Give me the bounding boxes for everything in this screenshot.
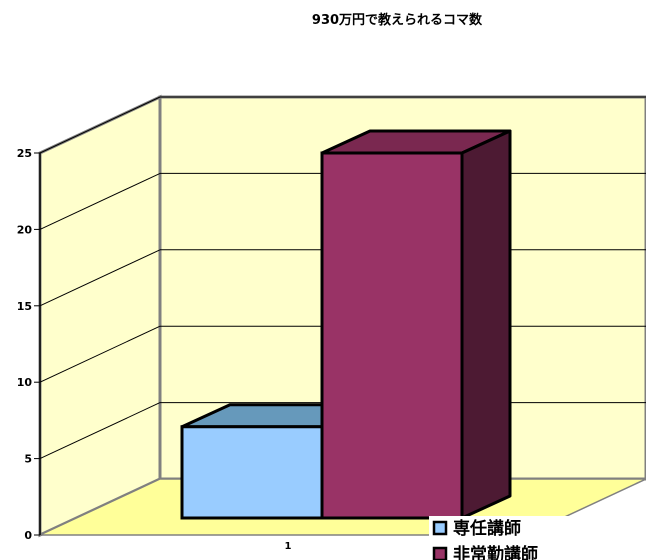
legend-box <box>429 516 646 560</box>
bar-front <box>180 425 324 520</box>
gridline-side <box>39 249 161 307</box>
side-wall <box>38 94 162 538</box>
y-tick-label: 5 <box>24 453 32 466</box>
y-tick-label: 0 <box>24 529 32 542</box>
gridline-side <box>39 96 161 154</box>
y-tick-label: 20 <box>17 223 33 236</box>
legend-swatch <box>432 546 448 560</box>
gridline-side <box>39 325 161 383</box>
legend-entry: 専任講師 <box>453 518 521 539</box>
bar-side <box>460 129 512 520</box>
bar-2 <box>320 129 512 520</box>
bar-front <box>320 151 464 520</box>
x-category-label: 1 <box>285 541 292 552</box>
gridline-side <box>39 172 161 230</box>
y-tick-label: 25 <box>17 147 32 160</box>
y-axis: 0 5 10 15 20 25 <box>17 147 41 542</box>
legend-swatch <box>432 520 448 536</box>
gridline-side <box>39 402 161 460</box>
y-tick-label: 15 <box>17 300 32 313</box>
legend-entry: 非常勤講師 <box>453 544 538 560</box>
bars <box>180 129 512 520</box>
chart-title: 930万円で教えられるコマ数 <box>312 12 483 28</box>
y-tick-label: 10 <box>17 376 33 389</box>
x-axis: 1 <box>285 541 292 552</box>
